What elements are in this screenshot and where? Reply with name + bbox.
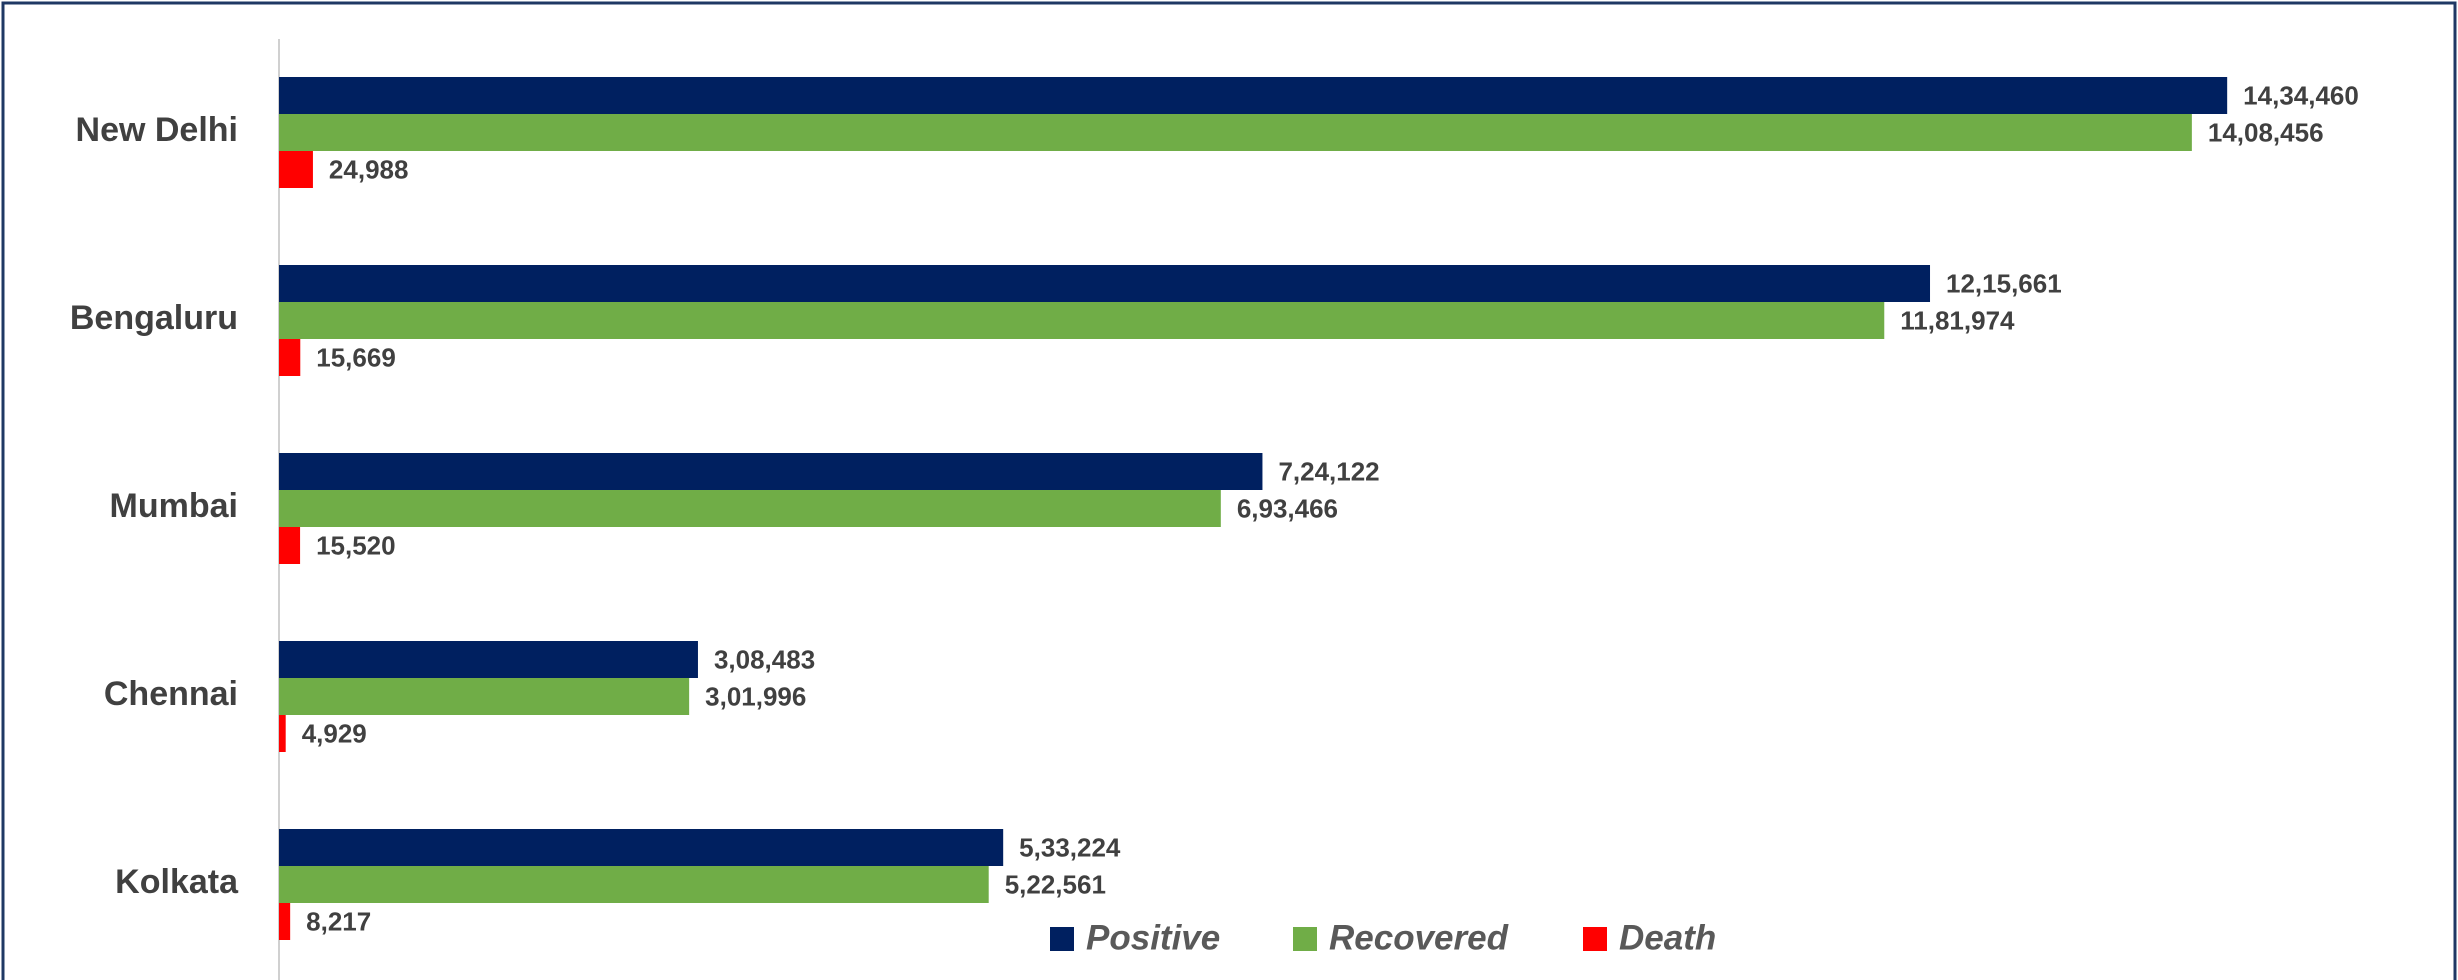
value-label: 15,669 [316, 342, 396, 372]
bar [279, 339, 301, 376]
bar [279, 490, 1221, 527]
legend-swatch [1293, 927, 1317, 951]
value-label: 4,929 [302, 718, 367, 748]
legend-swatch [1050, 927, 1074, 951]
category-label: Bengaluru [70, 299, 238, 337]
value-label: 11,81,974 [1900, 305, 2015, 335]
bar [279, 678, 690, 715]
bar [279, 641, 698, 678]
legend-label: Positive [1086, 918, 1220, 957]
bar [279, 453, 1263, 490]
legend-label: Death [1619, 918, 1716, 957]
value-label: 7,24,122 [1278, 456, 1379, 486]
value-label: 3,01,996 [705, 681, 806, 711]
legend-swatch [1583, 927, 1607, 951]
value-label: 24,988 [329, 154, 409, 184]
value-label: 14,34,460 [2243, 80, 2359, 110]
bar [279, 527, 301, 564]
value-label: 8,217 [306, 906, 371, 936]
bar [279, 829, 1004, 866]
value-label: 5,22,561 [1005, 869, 1106, 899]
bar [279, 903, 291, 940]
category-label: Mumbai [110, 487, 238, 525]
bar [279, 302, 1885, 339]
legend-label: Recovered [1329, 918, 1509, 957]
category-label: Chennai [104, 675, 238, 713]
bar [279, 866, 989, 903]
bar [279, 151, 313, 188]
value-label: 6,93,466 [1237, 493, 1338, 523]
bar [279, 715, 286, 752]
bar [279, 77, 2228, 114]
value-label: 12,15,661 [1946, 268, 2062, 298]
category-label: Kolkata [115, 863, 239, 901]
category-label: New Delhi [76, 111, 238, 149]
bar [279, 114, 2192, 151]
value-label: 15,520 [316, 530, 396, 560]
bar [279, 265, 1931, 302]
value-label: 14,08,456 [2208, 117, 2324, 147]
value-label: 3,08,483 [714, 644, 815, 674]
value-label: 5,33,224 [1019, 832, 1121, 862]
